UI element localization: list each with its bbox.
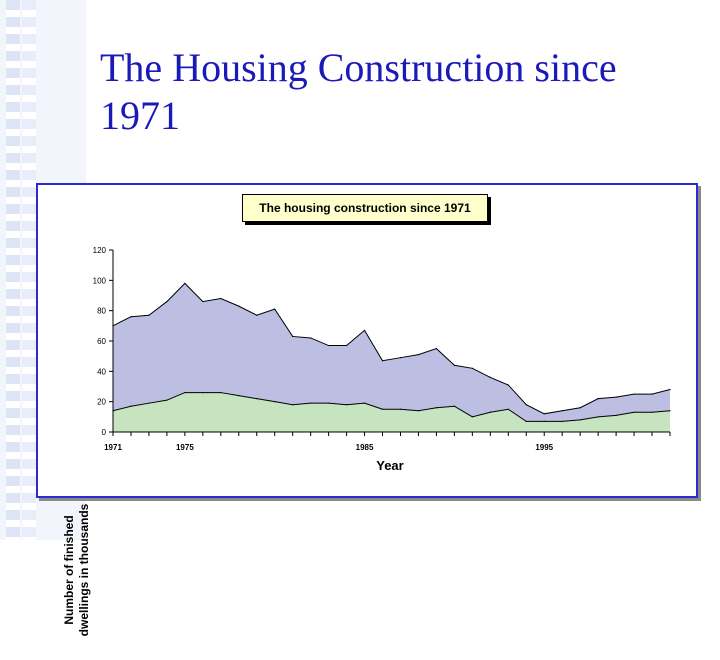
series-0-point-1989 <box>435 347 438 350</box>
series-0-point-1975 <box>184 282 186 284</box>
series-1-point-1982 <box>310 402 312 404</box>
series-0-point-1991 <box>471 367 473 369</box>
series-0-point-1997 <box>579 407 581 409</box>
series-1-point-1973 <box>148 402 150 404</box>
series-1-point-1974 <box>166 399 168 401</box>
x-tick-label-1985: 1985 <box>356 443 374 452</box>
series-1-point-1975 <box>184 391 186 394</box>
series-1-point-1999 <box>615 414 617 416</box>
series-0-point-1982 <box>310 337 312 339</box>
series-0-point-1988 <box>417 354 420 356</box>
series-0-point-1987 <box>399 357 402 359</box>
y-axis-label-line-1: Number of finished <box>62 515 76 625</box>
series-0-point-1980 <box>274 308 276 310</box>
series-1-point-1990 <box>453 405 455 407</box>
y-tick-label-0: 0 <box>102 428 107 437</box>
x-tick-label-1971: 1971 <box>104 443 122 452</box>
series-0-point-2000 <box>633 393 635 395</box>
series-0-point-1983 <box>328 344 330 347</box>
series-0-point-1976 <box>202 300 204 303</box>
series-0-point-1994 <box>525 404 527 406</box>
y-tick-label-80: 80 <box>97 307 106 316</box>
series-1-point-1995 <box>543 420 545 422</box>
series-1-point-1980 <box>274 401 276 403</box>
series-0-point-2001 <box>651 393 653 395</box>
y-tick-label-100: 100 <box>93 276 107 285</box>
series-0-point-1986 <box>381 360 384 362</box>
series-0-point-1981 <box>292 335 294 338</box>
series-1-point-1985 <box>363 402 366 404</box>
series-1-point-1998 <box>597 416 599 418</box>
x-tick-label-1975: 1975 <box>176 443 194 452</box>
series-1-point-1992 <box>489 411 491 413</box>
series-1-point-1979 <box>256 398 258 400</box>
slide-title: The Housing Construction since 1971 <box>100 45 617 138</box>
series-0-point-1979 <box>256 314 258 316</box>
series-0-point-1978 <box>238 305 240 307</box>
x-tick-label-1995: 1995 <box>535 443 553 452</box>
series-0-point-1974 <box>166 300 168 303</box>
series-1-point-1993 <box>507 408 509 410</box>
series-1-point-1997 <box>579 419 581 421</box>
series-1-point-1972 <box>130 405 132 407</box>
series-0-area <box>113 283 670 432</box>
y-tick-label-40: 40 <box>97 367 106 376</box>
series-1-area <box>113 392 670 432</box>
series-0-point-1992 <box>489 376 491 378</box>
series-0-point-1999 <box>615 396 617 398</box>
y-tick-label-60: 60 <box>97 337 106 346</box>
series-1-point-1996 <box>561 420 563 422</box>
chart-title: The housing construction since 1971 <box>242 194 488 222</box>
y-tick-label-20: 20 <box>97 398 106 407</box>
y-axis-label-line-2: dwellings in thousands <box>77 503 91 637</box>
series-1-point-1986 <box>381 408 384 410</box>
y-tick-label-120: 120 <box>93 246 107 255</box>
area-chart: 0 20 40 60 80 100 120 1971 1975 1985 1995 <box>93 246 671 452</box>
series-0-point-1995 <box>543 413 545 415</box>
series-1-point-1994 <box>525 420 527 422</box>
x-axis-label: Year <box>376 458 404 473</box>
series-0-point-1993 <box>507 384 509 386</box>
series-1-point-2001 <box>651 411 653 413</box>
y-axis-label: Number of finished dwellings in thousand… <box>16 250 196 637</box>
series-0-point-1972 <box>130 316 132 318</box>
series-0-point-1985 <box>363 329 366 331</box>
series-1-point-1978 <box>238 395 240 397</box>
series-1-point-1989 <box>435 407 438 409</box>
series-1-point-1984 <box>345 404 348 406</box>
series-0-point-1984 <box>345 344 348 347</box>
series-1-line <box>112 392 671 422</box>
series-1-point-1983 <box>328 402 330 404</box>
series-0-point-2002 <box>669 388 671 391</box>
series-1-point-1976 <box>202 391 204 394</box>
series-1-point-1981 <box>292 404 294 406</box>
series-1-point-1987 <box>399 408 402 410</box>
series-1-point-1977 <box>220 391 222 394</box>
series-1-point-2000 <box>633 411 635 413</box>
series-0-point-1998 <box>597 398 599 400</box>
series-0-point-1990 <box>453 364 455 366</box>
decorative-squares-strip-2 <box>22 0 36 540</box>
decorative-squares-strip <box>6 0 20 540</box>
series-0-point-1996 <box>561 410 563 412</box>
series-0-point-1973 <box>148 314 150 316</box>
series-0-point-1977 <box>220 297 222 300</box>
series-1-point-2002 <box>669 410 671 412</box>
series-1-point-1991 <box>471 416 473 418</box>
series-0-line <box>112 282 671 415</box>
series-1-point-1988 <box>417 410 420 412</box>
